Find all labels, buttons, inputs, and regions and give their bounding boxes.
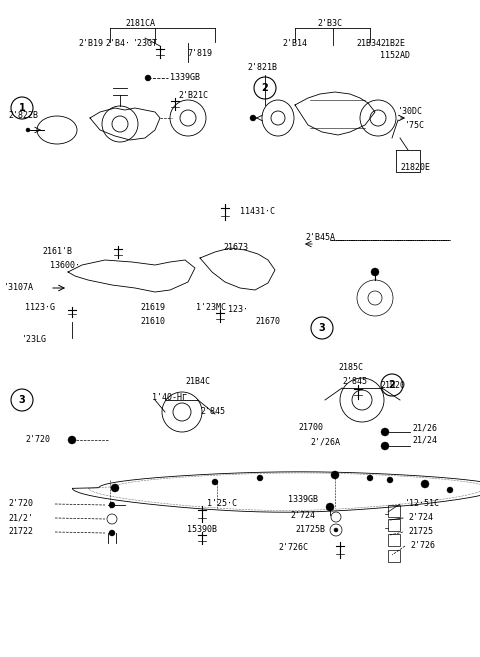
Text: 2'720: 2'720 bbox=[25, 436, 50, 445]
Bar bbox=[388, 505, 400, 517]
Ellipse shape bbox=[381, 442, 389, 450]
Text: 2'B3C: 2'B3C bbox=[317, 18, 343, 28]
Text: 2'724: 2'724 bbox=[408, 514, 433, 522]
Ellipse shape bbox=[367, 475, 373, 481]
Ellipse shape bbox=[447, 487, 453, 493]
Ellipse shape bbox=[26, 128, 30, 132]
Text: 2181CA: 2181CA bbox=[125, 18, 155, 28]
Ellipse shape bbox=[212, 479, 218, 485]
Text: 1: 1 bbox=[19, 103, 25, 113]
Text: 2'B14: 2'B14 bbox=[282, 39, 307, 47]
Text: 21725B: 21725B bbox=[295, 526, 325, 535]
Ellipse shape bbox=[371, 268, 379, 276]
Ellipse shape bbox=[387, 477, 393, 483]
Text: 21B2E: 21B2E bbox=[380, 39, 405, 47]
Ellipse shape bbox=[326, 503, 334, 511]
Text: 1'40-HΓ: 1'40-HΓ bbox=[152, 394, 187, 403]
Text: 2'/26A: 2'/26A bbox=[310, 438, 340, 447]
Text: 1339GB: 1339GB bbox=[288, 495, 318, 505]
Text: 2'B4·: 2'B4· bbox=[105, 39, 130, 47]
Text: 21820E: 21820E bbox=[400, 164, 430, 173]
Text: 15390B: 15390B bbox=[187, 526, 217, 535]
Ellipse shape bbox=[145, 75, 151, 81]
Text: 2'821B: 2'821B bbox=[247, 64, 277, 72]
Text: 2'726: 2'726 bbox=[410, 541, 435, 551]
Ellipse shape bbox=[109, 530, 115, 536]
Ellipse shape bbox=[250, 115, 256, 121]
Text: '23GT: '23GT bbox=[133, 39, 158, 47]
Text: 3: 3 bbox=[19, 395, 25, 405]
Text: 2'726C: 2'726C bbox=[278, 543, 308, 553]
Text: 3: 3 bbox=[319, 323, 325, 333]
Text: '3107A: '3107A bbox=[4, 284, 34, 292]
Ellipse shape bbox=[111, 484, 119, 492]
Text: 1123·G: 1123·G bbox=[25, 304, 55, 313]
Bar bbox=[388, 534, 400, 546]
Text: 2185C: 2185C bbox=[338, 363, 363, 373]
Text: 21920: 21920 bbox=[380, 382, 405, 390]
Text: 13600·: 13600· bbox=[50, 260, 80, 269]
Text: 2'822B: 2'822B bbox=[8, 112, 38, 120]
Ellipse shape bbox=[421, 480, 429, 488]
Text: 2'B21C: 2'B21C bbox=[178, 91, 208, 101]
Text: 2'B19: 2'B19 bbox=[78, 39, 103, 47]
Text: 21B34: 21B34 bbox=[356, 39, 381, 47]
Text: 1339GB: 1339GB bbox=[170, 74, 200, 83]
Text: 21725: 21725 bbox=[408, 528, 433, 537]
Text: 2161'B: 2161'B bbox=[42, 248, 72, 256]
Text: 21619: 21619 bbox=[140, 304, 165, 313]
Text: 2'720: 2'720 bbox=[8, 499, 33, 509]
Ellipse shape bbox=[257, 475, 263, 481]
Text: '12·51C: '12·51C bbox=[405, 499, 440, 509]
Text: 11431·C: 11431·C bbox=[240, 208, 275, 217]
Text: 2'845: 2'845 bbox=[200, 407, 225, 417]
Text: 21670: 21670 bbox=[255, 317, 280, 327]
Text: 1152AD: 1152AD bbox=[380, 51, 410, 60]
Ellipse shape bbox=[68, 436, 76, 444]
Text: '30DC: '30DC bbox=[398, 108, 423, 116]
Text: '23LG: '23LG bbox=[22, 336, 47, 344]
Text: 21/26: 21/26 bbox=[412, 424, 437, 432]
Text: 1'23MC: 1'23MC bbox=[196, 304, 226, 313]
Ellipse shape bbox=[331, 471, 339, 479]
Bar bbox=[388, 519, 400, 531]
Text: 21700: 21700 bbox=[298, 424, 323, 432]
Text: 21/2': 21/2' bbox=[8, 514, 33, 522]
Ellipse shape bbox=[334, 528, 338, 532]
Text: 21722: 21722 bbox=[8, 528, 33, 537]
Text: 7'819: 7'819 bbox=[187, 49, 212, 58]
Ellipse shape bbox=[381, 428, 389, 436]
Text: 2'B45A: 2'B45A bbox=[305, 233, 335, 242]
Text: 21B4C: 21B4C bbox=[185, 378, 210, 386]
Text: 21/24: 21/24 bbox=[412, 436, 437, 445]
Text: 2: 2 bbox=[389, 380, 396, 390]
Ellipse shape bbox=[109, 502, 115, 508]
Text: 2'845: 2'845 bbox=[342, 378, 367, 386]
Text: 2: 2 bbox=[262, 83, 268, 93]
Text: 21610: 21610 bbox=[140, 317, 165, 327]
Text: 2'724: 2'724 bbox=[290, 512, 315, 520]
Text: '75C: '75C bbox=[405, 120, 425, 129]
Text: 21673: 21673 bbox=[223, 244, 248, 252]
Text: 123·: 123· bbox=[228, 306, 248, 315]
Text: 1'25·C: 1'25·C bbox=[207, 499, 237, 509]
Bar bbox=[388, 550, 400, 562]
